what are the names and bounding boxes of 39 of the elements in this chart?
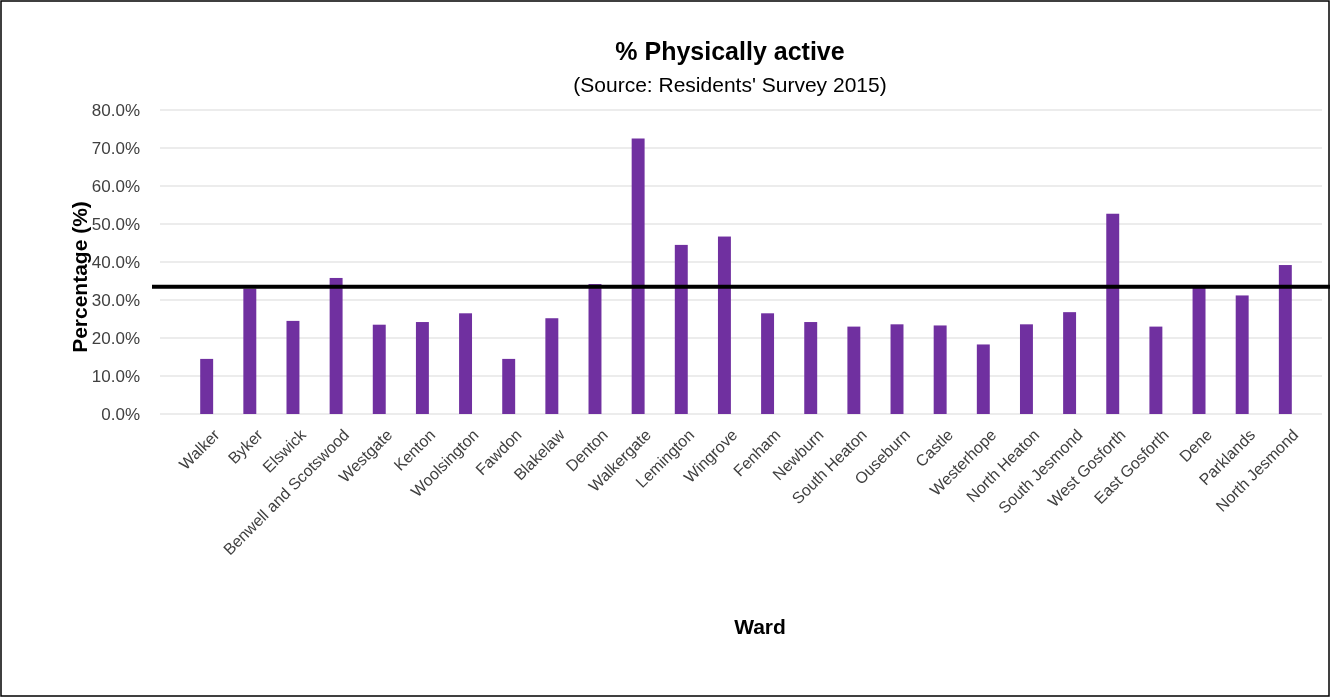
bar — [890, 324, 904, 414]
y-tick-label: 20.0% — [91, 328, 140, 348]
y-tick-label: 60.0% — [91, 176, 140, 196]
bar — [545, 318, 559, 414]
y-tick-label: 30.0% — [91, 290, 140, 310]
bar — [1278, 265, 1292, 414]
bar — [761, 313, 775, 414]
bar — [243, 288, 257, 414]
bar — [329, 277, 343, 414]
bar — [1063, 312, 1077, 414]
bar — [1106, 213, 1120, 414]
bar — [674, 244, 688, 414]
bar — [717, 236, 731, 414]
bar — [1019, 324, 1033, 414]
bar — [502, 358, 516, 414]
y-tick-label: 0.0% — [101, 404, 140, 424]
bar — [976, 344, 990, 414]
bar — [415, 322, 429, 414]
bar — [933, 325, 947, 414]
y-tick-label: 70.0% — [91, 138, 140, 158]
bar — [847, 326, 861, 414]
y-tick-label: 10.0% — [91, 366, 140, 386]
y-tick-label: 80.0% — [91, 100, 140, 120]
bar — [372, 324, 386, 414]
chart-title: % Physically active — [615, 37, 845, 65]
y-tick-label: 40.0% — [91, 252, 140, 272]
x-axis-title: Ward — [734, 615, 786, 638]
bar — [459, 313, 473, 414]
bar — [200, 358, 214, 414]
chart-subtitle: (Source: Residents' Survey 2015) — [573, 73, 887, 96]
bar — [286, 320, 300, 414]
y-tick-label: 50.0% — [91, 214, 140, 234]
y-axis-title: Percentage (%) — [68, 201, 91, 353]
bar — [588, 284, 602, 414]
bar — [1235, 295, 1249, 414]
bar — [1192, 286, 1206, 414]
bar — [804, 322, 818, 414]
bar — [631, 138, 645, 414]
bar — [1149, 326, 1163, 414]
